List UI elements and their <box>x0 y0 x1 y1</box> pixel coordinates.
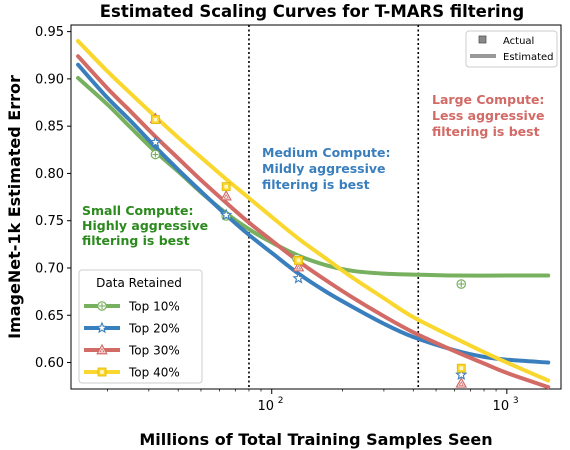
series-markers <box>149 112 468 388</box>
y-tick-label: 0.60 <box>35 356 64 371</box>
curve-top-40- <box>76 39 551 383</box>
point-top-20- <box>149 135 162 148</box>
annotation-medium-line-2: Mildly aggressive <box>262 161 386 176</box>
legend-label-top-40-: Top 40% <box>128 366 180 380</box>
point-top-30- <box>292 260 305 272</box>
series-curves <box>76 39 551 390</box>
legend-entry-top-10-: Top 10% <box>84 300 180 314</box>
y-tick-label: 0.65 <box>35 309 64 324</box>
x-tick-exponent: 3 <box>513 396 519 406</box>
point-top-40- <box>151 115 160 124</box>
point-top-20- <box>292 271 305 284</box>
x-tick-label: 10 <box>257 399 274 414</box>
annotation-large-line-3: filtering is best <box>432 124 540 139</box>
point-top-30- <box>455 377 468 388</box>
x-tick-label: 10 <box>493 399 510 414</box>
x-tick-exponent: 2 <box>278 396 284 406</box>
y-axis-ticks: 0.60 0.65 0.70 0.75 0.80 0.85 0.90 0.95 <box>35 25 71 371</box>
point-top-20- <box>455 368 468 381</box>
annotation-medium-line-1: Medium Compute: <box>262 145 391 160</box>
legend-entry-top-30-: Top 30% <box>84 344 180 358</box>
point-top-10- <box>456 279 467 289</box>
annotation-small-compute: Small Compute: Highly aggressive filteri… <box>82 203 208 248</box>
y-tick-label: 0.70 <box>35 261 64 276</box>
y-tick-label: 0.80 <box>35 167 64 182</box>
legend-entries: Top 10% Top 20% Top 30% Top 40% <box>84 300 180 380</box>
annotation-small-line-2: Highly aggressive <box>82 218 208 233</box>
legend-marker-top-40- <box>97 367 107 377</box>
chart-title: Estimated Scaling Curves for T-MARS filt… <box>100 2 524 21</box>
y-tick-label: 0.90 <box>35 72 64 87</box>
series-legend: Data Retained Top 10% Top 20% Top 30% Top 4… <box>78 269 203 384</box>
y-tick-label: 0.95 <box>35 25 64 40</box>
annotation-large-line-1: Large Compute: <box>432 92 544 107</box>
legend-entry-top-20-: Top 20% <box>84 322 180 336</box>
point-top-10- <box>150 149 161 160</box>
legend-label-top-20-: Top 20% <box>128 322 180 336</box>
plot-frame <box>70 24 562 390</box>
x-axis-ticks: 10 2 10 3 <box>107 389 519 414</box>
series-legend-box <box>78 269 203 384</box>
y-tick-label: 0.75 <box>35 214 64 229</box>
legend-entry-top-40-: Top 40% <box>84 366 180 380</box>
actual-marker-icon <box>478 35 487 44</box>
style-legend-actual-label: Actual <box>503 36 534 47</box>
y-axis-label: ImageNet-1k Estimated Error <box>5 75 24 339</box>
legend-marker-top-30- <box>96 343 108 355</box>
legend-label-top-30-: Top 30% <box>128 344 180 358</box>
annotation-medium-line-3: filtering is best <box>262 177 370 192</box>
compute-boundary-lines <box>248 25 420 389</box>
curve-top-30- <box>76 54 551 390</box>
y-tick-label: 0.85 <box>35 120 64 135</box>
point-top-20- <box>220 208 233 221</box>
point-top-30- <box>220 189 232 201</box>
legend-marker-top-20- <box>95 321 109 334</box>
annotation-small-line-3: filtering is best <box>82 233 190 248</box>
point-top-40- <box>456 363 466 373</box>
legend-title: Data Retained <box>96 276 182 290</box>
legend-label-top-10-: Top 10% <box>128 300 180 314</box>
point-top-40- <box>221 182 231 192</box>
annotation-large-line-2: Less aggressive <box>432 108 544 123</box>
point-top-40- <box>294 256 303 265</box>
legend-marker-top-10- <box>97 301 107 311</box>
annotation-small-line-1: Small Compute: <box>82 203 193 218</box>
annotation-medium-compute: Medium Compute: Mildly aggressive filter… <box>262 145 391 192</box>
annotation-large-compute: Large Compute: Less aggressive filtering… <box>432 92 544 139</box>
x-axis-label: Millions of Total Training Samples Seen <box>139 430 492 449</box>
style-legend: Actual Estimated <box>465 30 558 68</box>
style-legend-estimated-label: Estimated <box>503 52 554 63</box>
